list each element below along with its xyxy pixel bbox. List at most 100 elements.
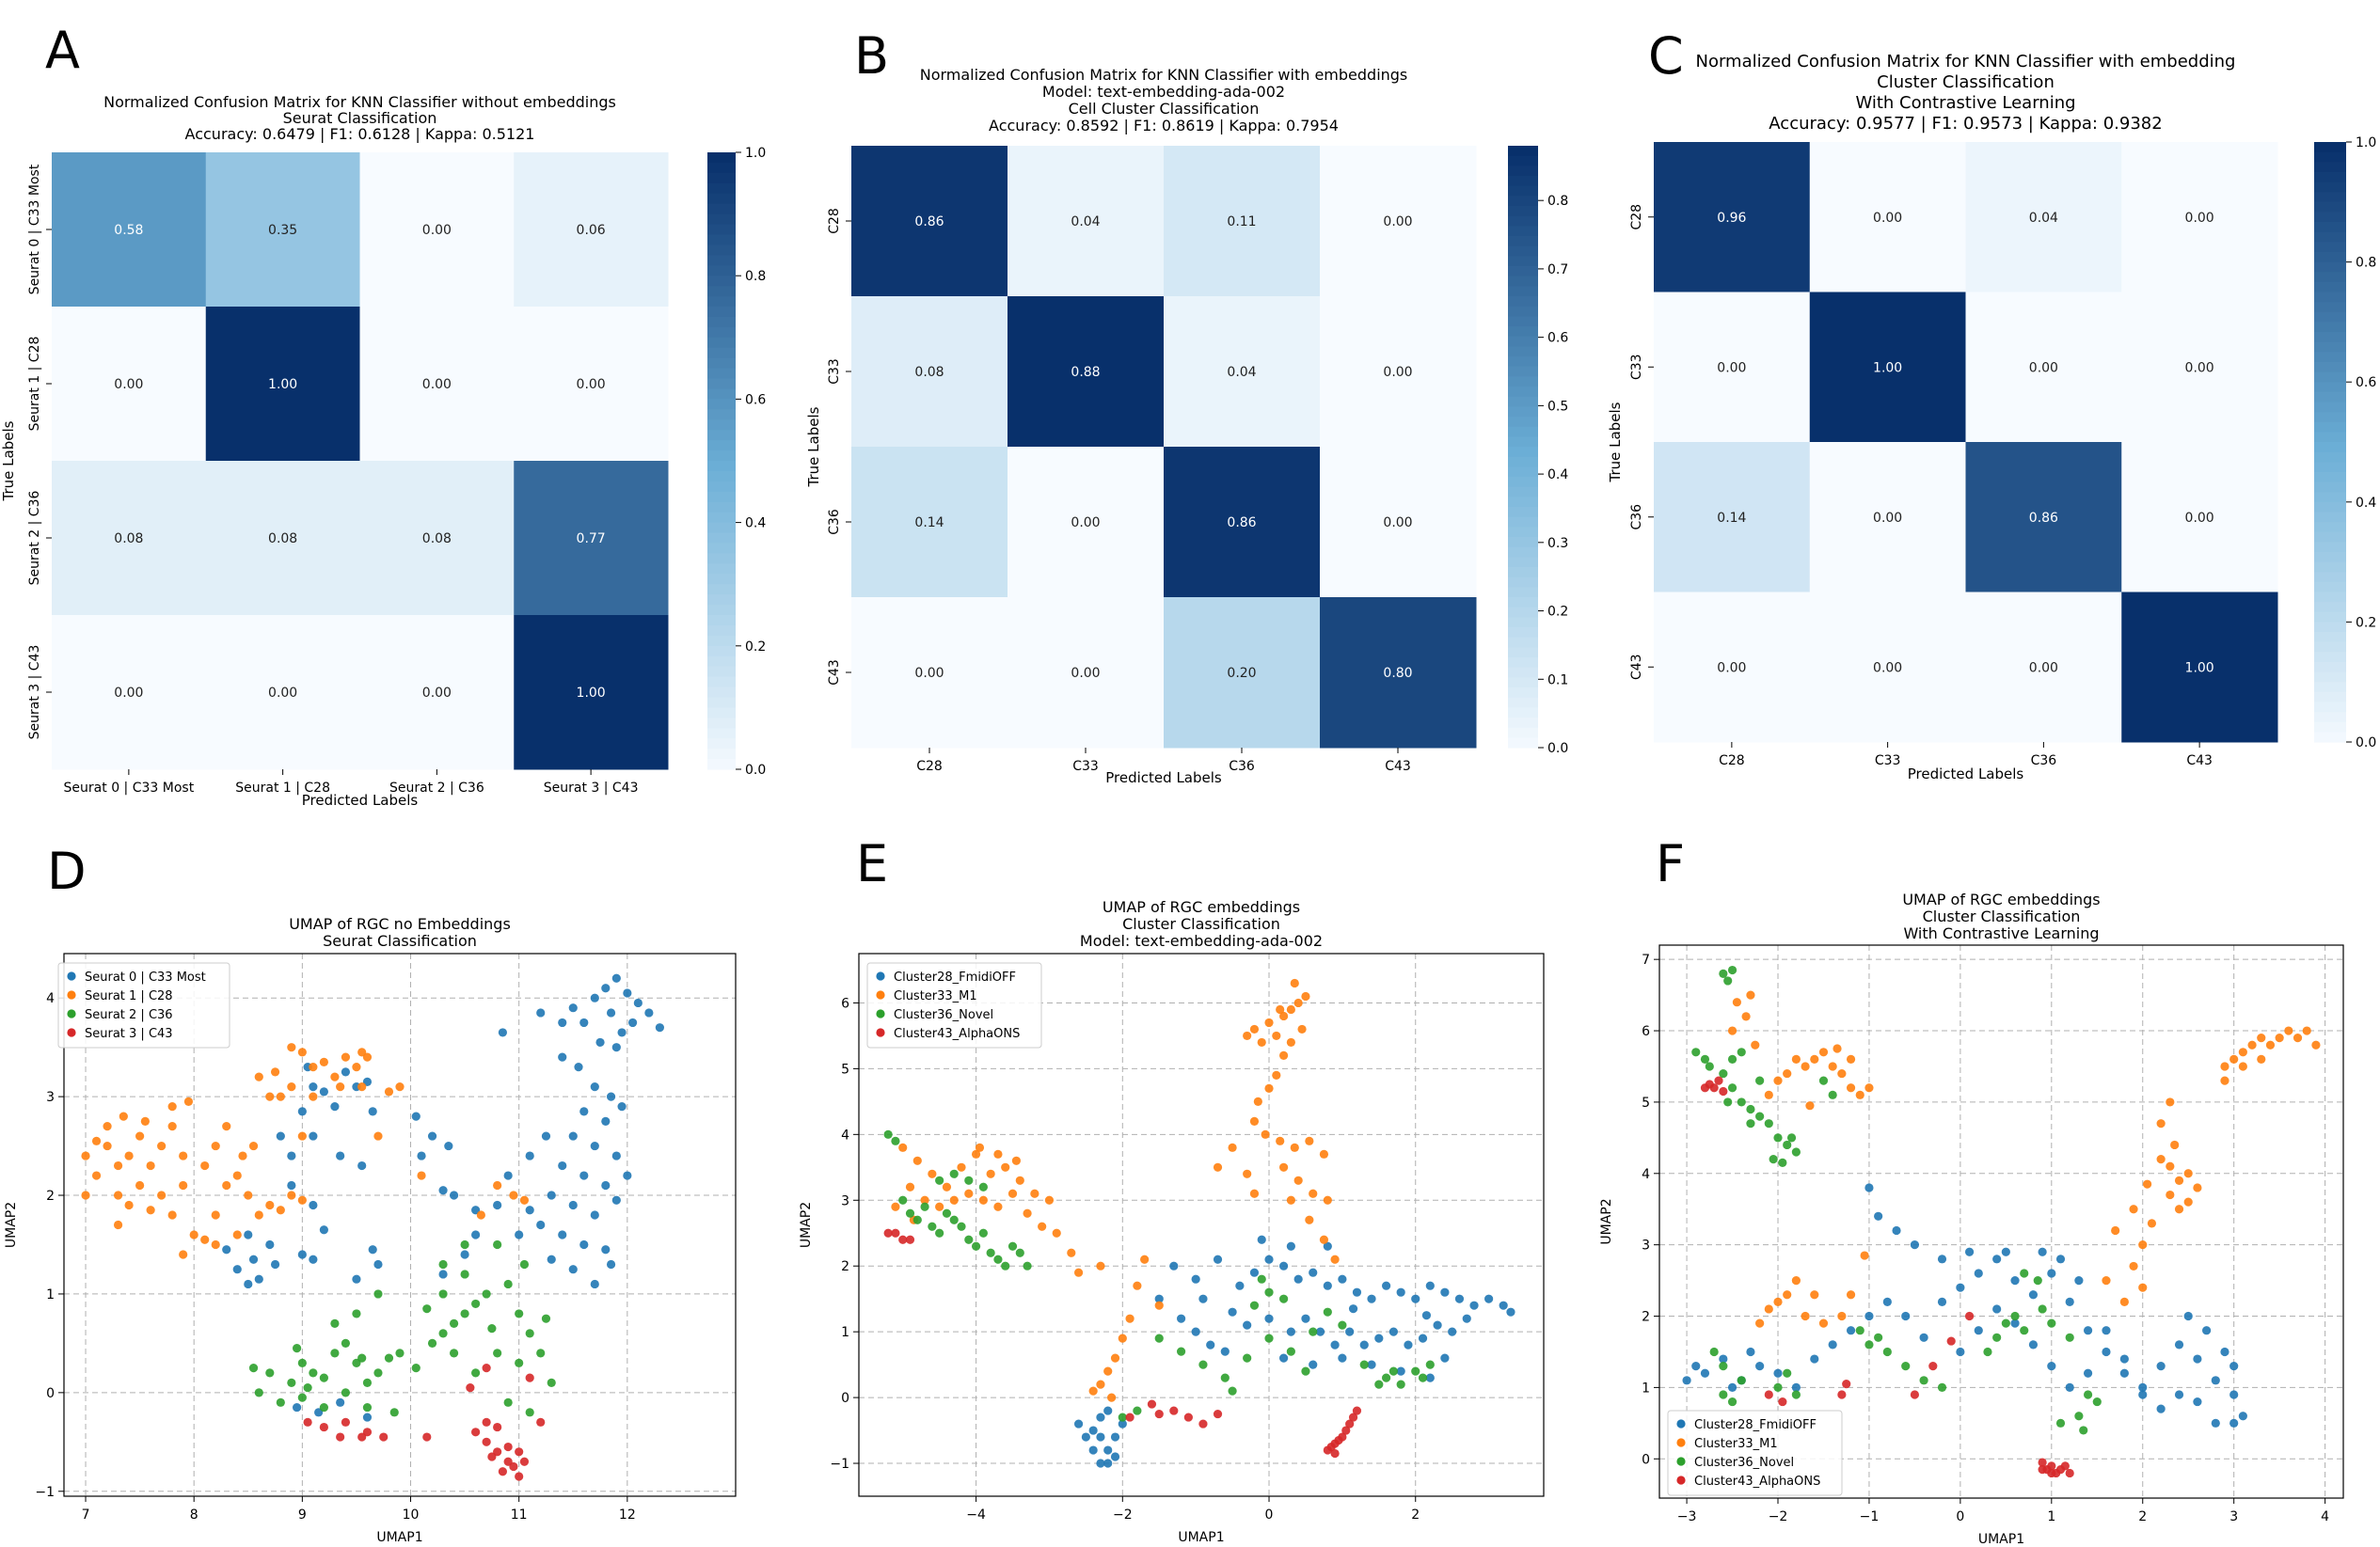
scatter-point-orange [113,1191,123,1200]
scatter-point-orange [211,1239,220,1250]
scatter-point-blue [1919,1333,1928,1342]
scatter-point-blue [2174,1390,2184,1399]
colorbar-segment [2314,201,2346,213]
cell-value-label: 0.00 [2185,360,2214,375]
scatter-point-green [1001,1261,1010,1271]
scatter-point-blue [1484,1294,1494,1303]
chart-title-line: Accuracy: 0.8592 | F1: 0.8619 | Kappa: 0… [989,117,1339,134]
scatter-point-orange [81,1191,90,1200]
scatter-point-blue [1293,1274,1303,1284]
scatter-point-green [1220,1373,1230,1382]
colorbar-segment [1508,697,1538,708]
scatter-point-green [248,1364,259,1373]
scatter-point-blue [1700,1368,1710,1378]
colorbar-segment [2314,632,2346,643]
chart-title-line: With Contrastive Learning [1903,924,2099,942]
heatmap-cell [359,615,515,770]
heatmap-cell [1809,142,1966,292]
chart-title-line: Cell Cluster Classification [1069,100,1260,118]
cell-value-label: 0.00 [268,686,297,701]
cell-value-label: 0.00 [1383,365,1412,380]
scatter-point-blue [319,1225,328,1235]
scatter-point-red [536,1417,546,1427]
scatter-point-orange [1286,1004,1295,1015]
scatter-point-blue [1110,1452,1120,1461]
scatter-point-orange [2247,1040,2257,1050]
scatter-point-green [1773,1382,1783,1392]
colorbar-tick-label: 0.0 [2356,735,2376,750]
scatter-point-green [1700,1054,1710,1064]
scatter-point-blue [1309,1360,1318,1369]
scatter-point-orange [993,1202,1003,1211]
scatter-point-blue [1206,1340,1215,1350]
heatmap-cell [205,152,360,308]
y-tick-label: C43 [827,659,842,686]
scatter-point-green [1691,1048,1701,1057]
cell-value-label: 1.00 [2185,660,2214,675]
scatter-point-green [1709,1347,1719,1357]
scatter-point-green [1249,1301,1260,1310]
scatter-point-orange [1290,978,1299,988]
colorbar-segment [2314,222,2346,233]
colorbar-segment [1508,557,1538,568]
scatter-point-green [1723,1097,1733,1107]
scatter-point-blue [606,1008,616,1018]
heatmap-cell [205,615,360,770]
scatter-point-blue [1096,1459,1105,1468]
scatter-point-orange [1249,1024,1260,1034]
scatter-point-blue [579,1239,589,1250]
plot-frame [1658,944,2344,1499]
colorbar-segment [707,655,736,668]
scatter-point-blue [336,1151,345,1160]
cell-value-label: 0.86 [914,214,944,229]
scatter-point-blue [541,1131,551,1141]
scatter-point-blue [1257,1235,1266,1244]
y-tick-label: C33 [1629,354,1644,380]
scatter-point-orange [232,1230,242,1239]
colorbar-segment [2314,492,2346,503]
scatter-point-blue [579,1018,589,1028]
scatter-point-orange [1243,1169,1252,1178]
x-tick-label: C33 [1072,759,1099,774]
scatter-point-orange [341,1052,351,1062]
scatter-point-orange [167,1121,177,1131]
colorbar-segment [2314,702,2346,713]
scatter-point-green [362,1402,373,1413]
y-tick-label: C33 [827,358,842,385]
scatter-point-green [2010,1311,2020,1321]
colorbar-segment [1508,456,1538,467]
legend-marker-blue [67,971,76,981]
colorbar-tick-label: 0.7 [1547,262,1568,277]
scatter-point-red [1348,1413,1358,1422]
scatter-point-orange [1293,1176,1303,1185]
scatter-point-green [287,1378,296,1387]
scatter-point-green [1396,1380,1405,1389]
scatter-point-blue [1088,1426,1098,1435]
scatter-point-blue [297,1250,307,1259]
colorbar-segment [707,594,736,606]
plot-frame [858,953,1545,1497]
colorbar-segment [707,666,736,678]
scatter-point-orange [1052,1228,1061,1238]
scatter-point-red [2038,1465,2047,1475]
heatmap-cell [514,307,669,462]
heatmap-cell [1654,442,1811,592]
scatter-point-blue [611,1151,621,1160]
colorbar-segment [2314,242,2346,253]
colorbar-segment [1508,296,1538,308]
colorbar-tick-label: 0.8 [2356,256,2376,271]
colorbar-segment [2314,391,2346,403]
scatter-point-blue [362,1413,373,1422]
heatmap-cell [851,447,1008,598]
heatmap-cell [851,597,1008,749]
scatter-point-blue [1278,1353,1289,1363]
scatter-point-blue [2193,1397,2202,1407]
scatter-point-orange [1764,1090,1773,1099]
scatter-point-green [2065,1333,2074,1342]
cell-value-label: 0.06 [577,223,606,238]
legend-marker-orange [876,990,885,1000]
scatter-point-red [498,1467,508,1476]
colorbar-segment [1508,667,1538,678]
scatter-point-green [1727,965,1737,975]
scatter-point-orange [1073,1268,1084,1277]
